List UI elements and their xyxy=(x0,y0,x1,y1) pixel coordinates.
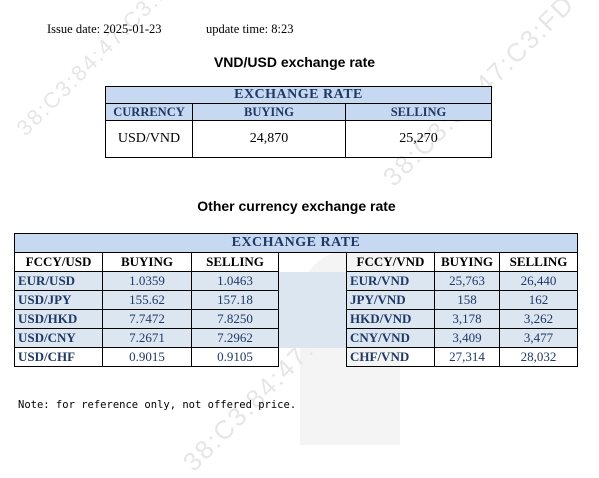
buying-cell: 3,178 xyxy=(434,309,500,329)
column-header: SELLING xyxy=(191,252,279,272)
buying-cell: 1.0359 xyxy=(102,271,192,291)
buying-cell: 27,314 xyxy=(434,347,500,367)
other-table-title: Other currency exchange rate xyxy=(197,198,396,214)
buying-cell: 0.9015 xyxy=(102,347,192,367)
selling-cell: 25,270 xyxy=(345,120,492,158)
issue-date: Issue date: 2025-01-23 xyxy=(47,22,162,37)
pair-cell: EUR/VND xyxy=(346,271,435,291)
pair-cell: CHF/VND xyxy=(346,347,435,367)
buying-cell: 158 xyxy=(434,290,500,310)
table-row: USD/CNY 7.2671 7.2962 CNY/VND 3,409 3,47… xyxy=(14,328,578,348)
selling-cell: 162 xyxy=(499,290,578,310)
table-row: USD/CHF 0.9015 0.9105 CHF/VND 27,314 28,… xyxy=(14,347,578,367)
issue-date-label: Issue date: xyxy=(47,22,101,36)
table-row: USD/HKD 7.7472 7.8250 HKD/VND 3,178 3,26… xyxy=(14,309,578,329)
issue-date-value: 2025-01-23 xyxy=(103,22,162,36)
update-time-label: update time: xyxy=(206,22,269,36)
update-time: update time: 8:23 xyxy=(206,22,294,37)
table-caption: EXCHANGE RATE xyxy=(14,233,578,253)
column-header: BUYING xyxy=(192,103,346,121)
footnote: Note: for reference only, not offered pr… xyxy=(18,399,297,411)
buying-cell: 7.2671 xyxy=(102,328,192,348)
spacer xyxy=(278,309,347,329)
pair-cell: USD/HKD xyxy=(14,309,103,329)
buying-cell: 7.7472 xyxy=(102,309,192,329)
pair-cell: EUR/USD xyxy=(14,271,103,291)
selling-cell: 1.0463 xyxy=(191,271,279,291)
selling-cell: 3,262 xyxy=(499,309,578,329)
spacer xyxy=(278,290,347,310)
pair-cell: USD/JPY xyxy=(14,290,103,310)
buying-cell: 155.62 xyxy=(102,290,192,310)
column-header: CURRENCY xyxy=(105,103,193,121)
table-caption: EXCHANGE RATE xyxy=(105,86,492,104)
selling-cell: 7.8250 xyxy=(191,309,279,329)
pair-cell: USD/CHF xyxy=(14,347,103,367)
spacer xyxy=(278,271,347,291)
column-header: BUYING xyxy=(434,252,500,272)
pair-cell: USD/CNY xyxy=(14,328,103,348)
selling-cell: 3,477 xyxy=(499,328,578,348)
table-row: EUR/USD 1.0359 1.0463 EUR/VND 25,763 26,… xyxy=(14,271,578,291)
selling-cell: 28,032 xyxy=(499,347,578,367)
buying-cell: 25,763 xyxy=(434,271,500,291)
buying-cell: 3,409 xyxy=(434,328,500,348)
column-header: FCCY/USD xyxy=(14,252,103,272)
spacer xyxy=(278,252,347,272)
selling-cell: 157.18 xyxy=(191,290,279,310)
update-time-value: 8:23 xyxy=(271,22,294,36)
selling-cell: 7.2962 xyxy=(191,328,279,348)
currency-cell: USD/VND xyxy=(105,120,193,158)
column-header: SELLING xyxy=(499,252,578,272)
table-row: USD/JPY 155.62 157.18 JPY/VND 158 162 xyxy=(14,290,578,310)
vnd-usd-rate-table: EXCHANGE RATE CURRENCY BUYING SELLING US… xyxy=(105,86,492,158)
pair-cell: JPY/VND xyxy=(346,290,435,310)
column-header: FCCY/VND xyxy=(346,252,435,272)
column-header: BUYING xyxy=(102,252,192,272)
buying-cell: 24,870 xyxy=(192,120,346,158)
spacer xyxy=(278,328,347,348)
pair-cell: CNY/VND xyxy=(346,328,435,348)
main-table-title: VND/USD exchange rate xyxy=(213,54,376,70)
other-currency-table: EXCHANGE RATE FCCY/USD BUYING SELLING FC… xyxy=(14,233,578,367)
selling-cell: 26,440 xyxy=(499,271,578,291)
selling-cell: 0.9105 xyxy=(191,347,279,367)
column-header: SELLING xyxy=(345,103,492,121)
pair-cell: HKD/VND xyxy=(346,309,435,329)
spacer xyxy=(278,347,347,367)
